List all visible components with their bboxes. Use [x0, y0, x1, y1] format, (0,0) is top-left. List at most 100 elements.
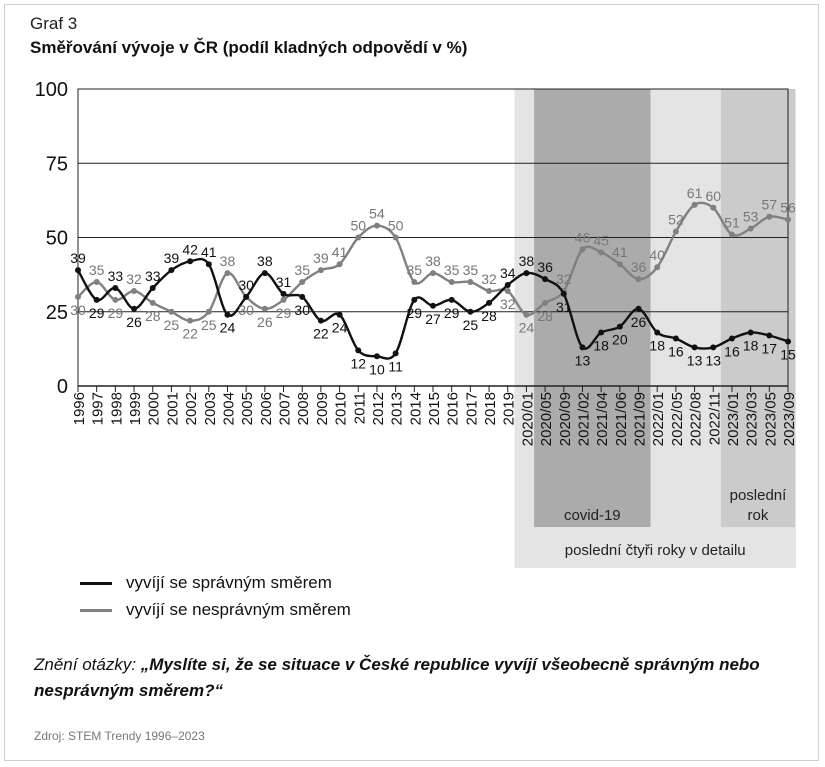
data-label-incorrect: 51	[724, 215, 740, 231]
data-point-incorrect	[299, 279, 306, 286]
data-point-incorrect	[448, 279, 455, 286]
x-tick-label: 2000	[146, 392, 163, 425]
x-tick-label: 2001	[164, 392, 181, 425]
data-point-correct	[299, 293, 306, 300]
figure-frame	[4, 4, 819, 761]
x-tick-label: 1998	[108, 392, 125, 425]
x-tick-label: 2010	[333, 392, 350, 425]
data-label-correct: 18	[593, 338, 609, 354]
data-label-correct: 18	[743, 338, 759, 354]
data-label-incorrect: 38	[220, 253, 236, 269]
y-tick-label: 25	[46, 302, 68, 324]
data-point-incorrect	[579, 246, 586, 253]
data-label-incorrect: 30	[238, 302, 254, 318]
data-point-correct	[448, 296, 455, 303]
data-point-incorrect	[187, 317, 194, 324]
data-label-incorrect: 54	[369, 206, 385, 222]
data-point-correct	[710, 344, 717, 351]
line-chart: poslední čtyři roky v detailu covid-19 pos…	[35, 79, 798, 568]
data-point-incorrect	[785, 216, 791, 223]
data-label-correct: 33	[145, 268, 161, 284]
data-label-correct: 26	[126, 314, 142, 330]
data-label-correct: 13	[705, 352, 721, 368]
data-label-correct: 30	[238, 277, 254, 293]
x-tick-label: 2002	[183, 392, 200, 425]
data-point-incorrect	[373, 222, 380, 229]
data-point-correct	[654, 329, 661, 336]
data-point-incorrect	[336, 261, 343, 268]
data-label-correct: 39	[164, 250, 180, 266]
data-point-incorrect	[766, 213, 773, 220]
data-label-incorrect: 32	[500, 296, 516, 312]
data-label-correct: 13	[687, 352, 703, 368]
data-label-incorrect: 29	[108, 305, 124, 321]
data-label-correct: 41	[201, 244, 217, 260]
x-tick-label: 2021/09	[632, 392, 649, 446]
band-label-last-year-1: poslední	[730, 487, 788, 504]
legend-label-correct: vyvíjí se správným směrem	[126, 573, 332, 592]
x-tick-label: 2022/05	[669, 392, 686, 446]
x-tick-label: 2021/04	[594, 392, 611, 446]
data-point-correct	[766, 332, 773, 339]
data-point-incorrect	[131, 287, 138, 294]
data-point-correct	[785, 338, 791, 345]
x-tick-label: 2008	[295, 392, 312, 425]
x-tick-label: 2007	[277, 392, 294, 425]
x-tick-label: 2022/08	[688, 392, 705, 446]
data-label-correct: 25	[463, 317, 479, 333]
data-point-correct	[747, 329, 754, 336]
data-label-incorrect: 50	[388, 218, 404, 234]
data-label-incorrect: 60	[705, 188, 721, 204]
data-point-correct	[168, 267, 175, 274]
data-point-correct	[187, 258, 194, 265]
y-tick-label: 50	[46, 228, 68, 250]
x-tick-label: 2023/01	[725, 392, 742, 446]
data-point-correct	[75, 267, 81, 274]
x-tick-label: 2005	[239, 392, 256, 425]
data-point-incorrect	[75, 293, 81, 300]
chart-title: Směřování vývoje v ČR (podíl kladných od…	[30, 38, 468, 57]
data-label-incorrect: 32	[126, 271, 142, 287]
data-label-correct: 16	[668, 343, 684, 359]
data-label-incorrect: 30	[70, 302, 86, 318]
band-label-detail: poslední čtyři roky v detailu	[565, 542, 746, 559]
data-label-incorrect: 40	[649, 247, 665, 263]
data-point-incorrect	[467, 279, 474, 286]
x-tick-label: 2006	[258, 392, 275, 425]
x-tick-label: 2021/02	[575, 392, 592, 446]
data-point-incorrect	[654, 264, 661, 271]
data-label-correct: 17	[762, 341, 778, 357]
data-point-correct	[598, 329, 605, 336]
x-tick-label: 2011	[351, 392, 368, 424]
data-point-incorrect	[355, 234, 362, 241]
data-label-correct: 29	[407, 305, 423, 321]
data-point-correct	[728, 335, 735, 342]
data-label-correct: 16	[724, 343, 740, 359]
data-point-incorrect	[392, 234, 399, 241]
data-point-correct	[93, 296, 100, 303]
data-label-incorrect: 41	[612, 244, 628, 260]
x-tick-label: 2018	[482, 392, 499, 425]
data-label-correct: 22	[313, 326, 329, 342]
data-label-incorrect: 61	[687, 185, 703, 201]
figure-number: Graf 3	[30, 14, 78, 33]
legend-swatch-black	[80, 581, 112, 585]
x-tick-label: 2003	[202, 392, 219, 425]
data-label-incorrect: 35	[407, 262, 423, 278]
data-point-incorrect	[728, 231, 735, 238]
data-label-correct: 38	[519, 253, 535, 269]
data-label-incorrect: 53	[743, 209, 759, 225]
data-point-correct	[523, 270, 530, 277]
data-point-correct	[243, 293, 250, 300]
legend-item-incorrect: vyvíjí se nesprávným směrem	[80, 600, 351, 620]
data-label-correct: 38	[257, 253, 273, 269]
x-tick-label: 1999	[127, 392, 144, 425]
data-point-incorrect	[261, 305, 268, 312]
data-point-correct	[579, 344, 586, 351]
data-label-correct: 36	[537, 259, 553, 275]
data-point-incorrect	[411, 279, 418, 286]
legend-swatch-gray	[80, 608, 112, 612]
data-label-incorrect: 22	[182, 326, 198, 342]
data-label-correct: 30	[294, 302, 310, 318]
data-label-correct: 20	[612, 332, 628, 348]
